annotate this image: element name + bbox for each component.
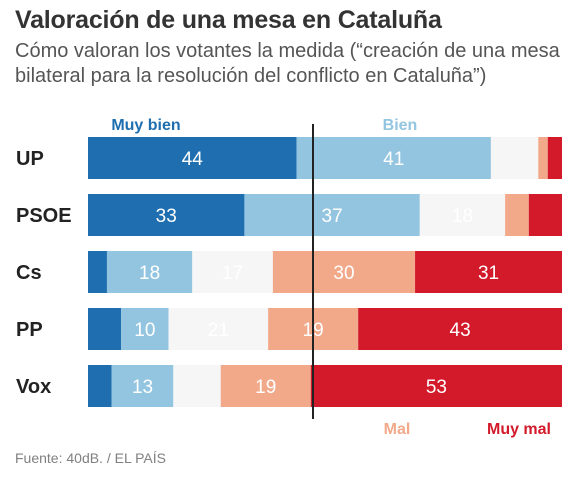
bar-segment-psoe-4 xyxy=(528,194,562,236)
data-label-cs-4: 31 xyxy=(478,263,499,284)
bar-segment-up-3 xyxy=(538,137,548,179)
data-label-psoe-1: 37 xyxy=(322,206,343,227)
bar-segment-pp-2 xyxy=(168,308,269,350)
bar-segment-psoe-0 xyxy=(88,194,245,236)
category-label-cs: Cs xyxy=(16,262,42,284)
bar-segment-cs-2 xyxy=(192,251,273,293)
bar-segment-up-0 xyxy=(88,137,297,179)
data-label-vox-4: 53 xyxy=(426,377,447,398)
data-label-vox-3: 19 xyxy=(255,377,276,398)
data-label-cs-1: 18 xyxy=(139,263,160,284)
data-label-up-1: 41 xyxy=(383,149,404,170)
bar-segment-vox-0 xyxy=(88,365,112,407)
bar-segment-vox-3 xyxy=(220,365,311,407)
data-label-pp-2: 21 xyxy=(208,320,229,341)
chart-subtitle: Cómo valoran los votantes la medida (“cr… xyxy=(15,40,560,87)
legend-label-muy-mal: Muy mal xyxy=(487,421,551,438)
bar-segment-cs-3 xyxy=(272,251,416,293)
data-label-up-0: 44 xyxy=(182,149,204,170)
bar-segment-up-1 xyxy=(296,137,491,179)
bar-segment-vox-1 xyxy=(111,365,174,407)
bar-segment-up-2 xyxy=(490,137,539,179)
bar-segment-cs-0 xyxy=(88,251,107,293)
legend-label-mal: Mal xyxy=(384,421,411,438)
bar-segment-cs-4 xyxy=(415,251,562,293)
bar-segment-psoe-1 xyxy=(244,194,420,236)
data-label-cs-3: 30 xyxy=(333,263,354,284)
data-label-pp-4: 43 xyxy=(450,320,471,341)
legend-label-bien: Bien xyxy=(383,117,418,134)
chart-title: Valoración de una mesa en Cataluña xyxy=(15,6,442,34)
category-label-up: UP xyxy=(16,148,44,170)
data-label-pp-1: 10 xyxy=(134,320,155,341)
bar-segment-vox-2 xyxy=(173,365,221,407)
bar-segment-pp-0 xyxy=(88,308,122,350)
bar-segment-pp-4 xyxy=(358,308,562,350)
data-label-psoe-0: 33 xyxy=(156,206,177,227)
bar-segment-psoe-2 xyxy=(419,194,506,236)
bar-segment-vox-4 xyxy=(310,365,562,407)
bar-segment-pp-1 xyxy=(121,308,169,350)
legend-label-muy-bien: Muy bien xyxy=(111,117,180,134)
category-label-pp: PP xyxy=(16,319,43,341)
category-label-psoe: PSOE xyxy=(16,205,72,227)
source-note: Fuente: 40dB. / EL PAÍS xyxy=(15,450,166,466)
bar-segment-psoe-3 xyxy=(505,194,529,236)
data-label-psoe-2: 18 xyxy=(452,206,473,227)
bar-segment-cs-1 xyxy=(106,251,193,293)
data-label-cs-2: 17 xyxy=(222,263,243,284)
category-label-vox: Vox xyxy=(16,376,51,398)
bar-segment-up-4 xyxy=(547,137,562,179)
data-label-vox-1: 13 xyxy=(132,377,153,398)
